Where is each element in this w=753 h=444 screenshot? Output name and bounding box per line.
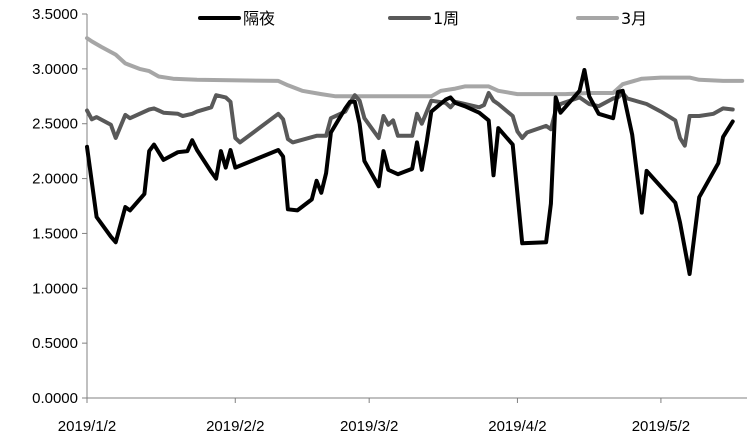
y-tick-label: 3.0000 bbox=[32, 61, 78, 78]
y-tick-label: 1.5000 bbox=[32, 225, 78, 242]
legend-item: 3月 bbox=[576, 9, 647, 28]
y-tick-label: 1.0000 bbox=[32, 280, 78, 297]
x-tick-label: 2019/1/2 bbox=[58, 418, 116, 435]
y-tick-label: 0.0000 bbox=[32, 390, 78, 407]
legend-label: 1周 bbox=[433, 9, 459, 28]
series-layer bbox=[85, 36, 745, 276]
x-tick-label: 2019/5/2 bbox=[632, 418, 690, 435]
legend-item: 隔夜 bbox=[198, 9, 275, 28]
y-tick-label: 2.5000 bbox=[32, 116, 78, 133]
series-line-overnight bbox=[85, 68, 735, 276]
legend: 隔夜 1周 3月 bbox=[198, 9, 647, 28]
y-tick-label: 3.5000 bbox=[32, 6, 78, 23]
x-tick-label: 2019/3/2 bbox=[340, 418, 398, 435]
y-tick-label: 0.5000 bbox=[32, 335, 78, 352]
legend-item: 1周 bbox=[388, 9, 459, 28]
legend-label: 3月 bbox=[621, 9, 647, 28]
series-line-3month bbox=[85, 36, 745, 99]
x-axis: 2019/1/2 2019/2/2 2019/3/2 2019/4/2 2019/5/2 bbox=[58, 397, 747, 435]
y-axis: 0.0000 0.5000 1.0000 1.5000 2.0000 2.5000 3.00… bbox=[32, 6, 88, 407]
series-line-1week bbox=[85, 91, 735, 148]
y-tick-label: 2.0000 bbox=[32, 171, 78, 188]
x-tick-label: 2019/4/2 bbox=[488, 418, 546, 435]
x-tick-label: 2019/2/2 bbox=[206, 418, 264, 435]
legend-label: 隔夜 bbox=[243, 9, 275, 28]
